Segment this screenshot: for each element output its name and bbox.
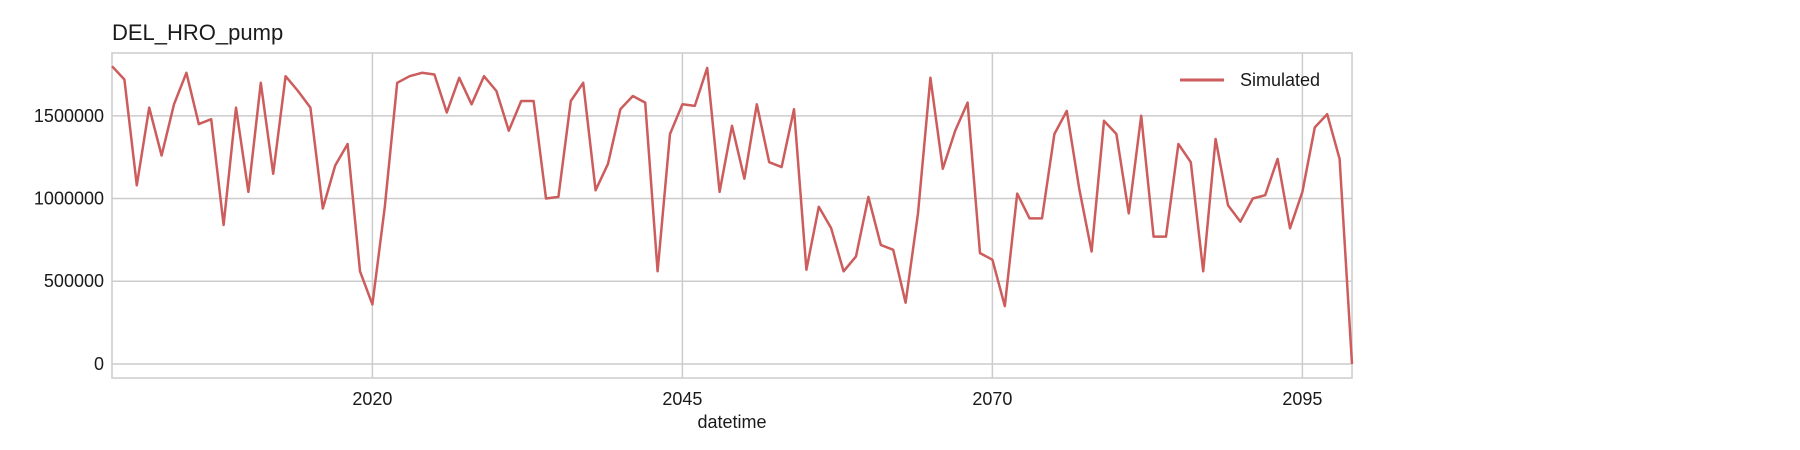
x-tick-label: 2045 [662, 389, 702, 409]
plot-frame [111, 52, 1353, 379]
legend: Simulated [1180, 70, 1320, 90]
x-tick-label: 2070 [972, 389, 1012, 409]
y-tick-label: 500000 [44, 271, 104, 291]
x-tick-label: 2095 [1282, 389, 1322, 409]
plot-background [112, 53, 1352, 378]
x-tick-labels: 2020 2045 2070 2095 [352, 389, 1322, 409]
y-tick-label: 1000000 [34, 189, 104, 209]
y-tick-labels: 0 500000 1000000 1500000 [34, 106, 104, 374]
y-tick-label: 0 [94, 354, 104, 374]
y-tick-label: 1500000 [34, 106, 104, 126]
chart-title: DEL_HRO_pump [112, 20, 283, 45]
x-axis-label: datetime [697, 412, 766, 432]
series-layer [111, 65, 1354, 364]
legend-label: Simulated [1240, 70, 1320, 90]
x-tick-label: 2020 [352, 389, 392, 409]
series-line-simulated [111, 65, 1354, 364]
